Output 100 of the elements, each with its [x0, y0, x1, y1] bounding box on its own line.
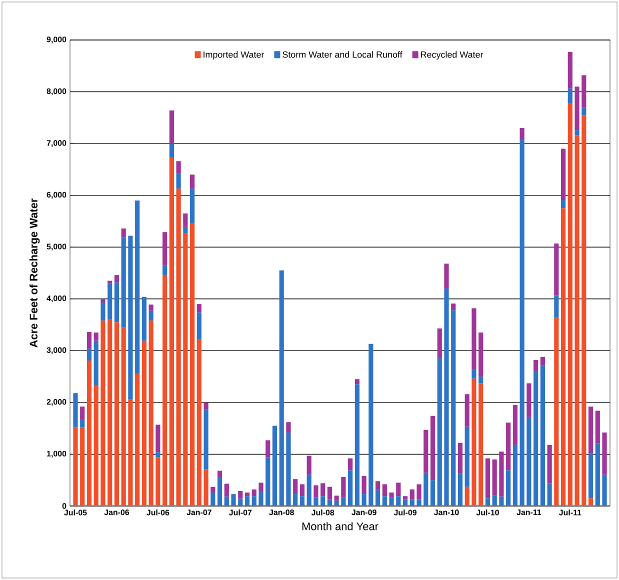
- bar: [190, 174, 195, 189]
- bar: [540, 356, 545, 366]
- bar: [512, 405, 518, 445]
- bar: [424, 430, 428, 473]
- bar: [458, 473, 463, 506]
- bar: [128, 399, 133, 506]
- bar: [148, 310, 154, 321]
- bar: [574, 135, 580, 506]
- bar: [183, 213, 188, 227]
- bar: [94, 386, 98, 506]
- bar: [210, 492, 216, 506]
- bar: [492, 495, 497, 506]
- bar: [306, 474, 312, 506]
- bar: [341, 477, 346, 498]
- bar: [266, 440, 270, 458]
- bar: [306, 456, 312, 474]
- bar: [389, 498, 394, 506]
- bar: [595, 410, 600, 444]
- bar: [595, 443, 600, 506]
- bar: [512, 444, 518, 506]
- bar: [451, 304, 456, 310]
- bar: [314, 498, 318, 506]
- bar: [238, 498, 243, 506]
- bar: [244, 496, 250, 506]
- bar: [485, 498, 490, 506]
- bar: [499, 496, 504, 506]
- bar: [416, 499, 422, 506]
- bar: [430, 416, 436, 480]
- bar: [252, 489, 256, 496]
- bar: [472, 370, 476, 379]
- bar: [574, 130, 580, 136]
- bar: [396, 496, 401, 506]
- bar: [560, 148, 566, 200]
- bar: [86, 360, 92, 506]
- bar: [464, 486, 470, 506]
- bar: [348, 458, 353, 470]
- bar: [602, 474, 607, 506]
- bar: [224, 496, 229, 506]
- bar: [135, 200, 140, 374]
- bar: [526, 416, 532, 506]
- bar: [382, 484, 387, 496]
- bar: [204, 469, 208, 506]
- bar: [80, 419, 85, 428]
- bar: [148, 320, 154, 506]
- bar: [485, 458, 490, 498]
- bar: [100, 302, 106, 321]
- bar: [416, 484, 422, 500]
- bar: [534, 360, 538, 372]
- bar: [506, 470, 511, 506]
- bar: [382, 496, 387, 506]
- bar: [568, 104, 572, 506]
- bar: [183, 226, 188, 234]
- bar: [86, 332, 92, 349]
- bar: [478, 332, 484, 377]
- bar: [204, 409, 208, 470]
- bar: [210, 486, 216, 493]
- bar: [402, 499, 408, 506]
- bar: [560, 208, 566, 506]
- bar: [520, 128, 524, 140]
- legend-label: Recycled Water: [421, 51, 484, 60]
- y-axis-title: Acre Feet of Recharge Water: [29, 198, 40, 348]
- bar: [196, 340, 202, 506]
- bar: [464, 426, 470, 487]
- bar: [80, 406, 85, 420]
- bar: [224, 484, 229, 497]
- bar: [554, 295, 559, 318]
- bar: [314, 485, 318, 498]
- bar: [354, 379, 360, 384]
- bar: [588, 498, 594, 506]
- bar: [402, 496, 408, 500]
- bar: [320, 496, 326, 506]
- bar: [108, 283, 112, 320]
- bar: [451, 310, 456, 506]
- bar: [334, 500, 339, 506]
- bar: [362, 476, 366, 494]
- bar: [169, 157, 174, 506]
- bar: [396, 482, 401, 496]
- bar: [547, 483, 552, 506]
- bar: [410, 499, 414, 506]
- bar: [266, 457, 270, 506]
- bar: [300, 496, 305, 506]
- bar: [478, 383, 484, 506]
- bar: [582, 107, 586, 116]
- bar: [506, 422, 511, 470]
- bar: [114, 275, 120, 282]
- bar: [196, 304, 202, 312]
- bar: [444, 264, 449, 289]
- bar: [464, 394, 470, 427]
- bar: [341, 498, 346, 506]
- bar: [121, 327, 126, 506]
- bar: [554, 317, 559, 506]
- x-axis-title: Month and Year: [302, 522, 378, 530]
- bar: [100, 298, 106, 303]
- bar: [238, 490, 243, 499]
- bar: [582, 115, 586, 506]
- bar: [526, 383, 532, 417]
- legend-label: Storm Water and Local Runoff: [282, 51, 402, 58]
- bar: [169, 144, 174, 158]
- legend-label: Imported Water: [204, 51, 264, 60]
- bar: [410, 489, 414, 500]
